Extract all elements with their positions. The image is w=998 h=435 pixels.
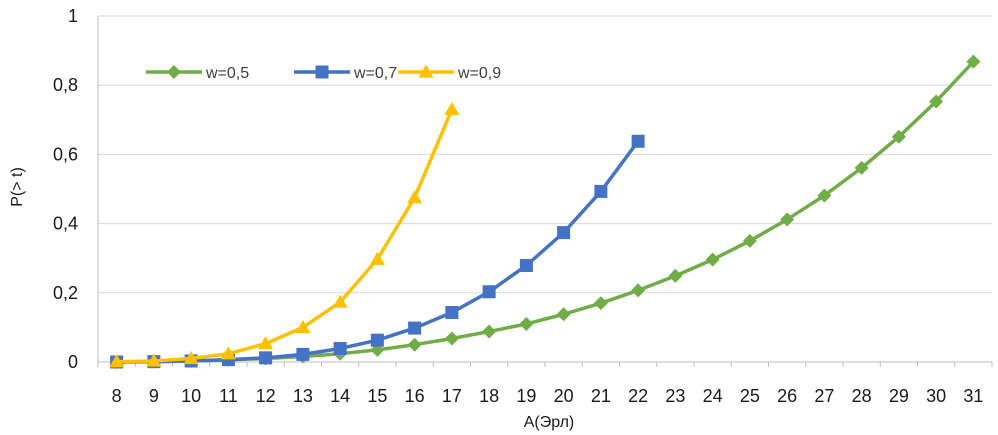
series-1: [109, 54, 981, 369]
data-point: [556, 307, 571, 322]
x-tick-label: 11: [219, 386, 238, 406]
x-tick-label: 22: [628, 386, 648, 406]
data-point: [258, 336, 274, 350]
y-tick-label: 0,4: [53, 214, 78, 234]
legend-item: w=0,5: [146, 65, 249, 82]
data-point: [445, 306, 459, 320]
legend-label: w=0,5: [205, 65, 249, 82]
series-line: [116, 140, 640, 364]
series-group: [109, 54, 981, 369]
series-line: [116, 108, 454, 364]
data-point: [482, 285, 496, 299]
legend-item: w=0,7: [294, 65, 397, 82]
gridlines: [98, 15, 992, 294]
data-point: [408, 321, 422, 335]
data-point: [369, 251, 385, 265]
data-point: [333, 342, 347, 356]
data-point: [742, 233, 757, 248]
x-tick-label: 28: [852, 386, 872, 406]
x-tick-label: 23: [665, 386, 685, 406]
data-point: [146, 353, 162, 367]
x-tick-label: 31: [963, 386, 983, 406]
data-point: [817, 188, 832, 203]
x-tick-label: 17: [442, 386, 462, 406]
data-point: [183, 351, 199, 365]
x-tick-labels: 8 9 10 11 12 13 14 15 16 17 18 19 20 21 22 23 24 25 26 27 28…: [112, 386, 984, 406]
x-tick-label: 15: [367, 386, 387, 406]
data-point: [444, 331, 459, 346]
data-point: [519, 258, 533, 272]
data-point: [668, 268, 683, 283]
data-point: [296, 347, 310, 361]
x-tick-label: 8: [112, 386, 122, 406]
y-tick-label: 0,6: [53, 144, 78, 164]
x-tick-label: 9: [149, 386, 159, 406]
x-tick-label: 13: [293, 386, 313, 406]
legend-marker: [167, 65, 181, 79]
data-point: [220, 346, 236, 360]
data-point: [407, 190, 423, 204]
x-tick-label: 30: [926, 386, 946, 406]
x-tick-label: 21: [591, 386, 611, 406]
y-tick-label: 0,8: [53, 75, 78, 95]
data-point: [519, 316, 534, 331]
legend-marker: [418, 64, 434, 78]
x-tick-label: 18: [479, 386, 499, 406]
x-tick-label: 12: [256, 386, 276, 406]
legend-marker: [315, 65, 329, 79]
data-point: [780, 212, 795, 227]
y-axis-title: P(> t): [9, 167, 26, 207]
data-point: [631, 283, 646, 298]
x-tick-label: 25: [740, 386, 760, 406]
data-point: [407, 337, 422, 352]
x-tick-label: 24: [703, 386, 723, 406]
x-axis-title: A(Эрл): [524, 414, 575, 431]
data-point: [966, 54, 981, 69]
legend-label: w=0,9: [457, 65, 501, 82]
axes: [97, 16, 993, 367]
data-point: [482, 324, 497, 339]
data-point: [705, 252, 720, 267]
x-tick-label: 10: [181, 386, 201, 406]
data-point: [332, 294, 348, 308]
data-point: [594, 184, 608, 198]
x-tick-label: 16: [405, 386, 425, 406]
data-point: [295, 319, 311, 334]
y-tick-labels: 0 0,2 0,4 0,6 0,8 1: [53, 6, 78, 372]
y-tick-label: 0: [68, 352, 78, 372]
data-point: [854, 160, 869, 175]
y-tick-label: 1: [68, 6, 78, 26]
data-point: [557, 226, 571, 240]
x-tick-label: 29: [889, 386, 909, 406]
legend: w=0,5 w=0,7 w=0,9: [146, 64, 501, 82]
data-point: [631, 134, 645, 148]
data-point: [259, 351, 273, 365]
data-point: [891, 129, 906, 144]
x-tick-label: 27: [814, 386, 834, 406]
legend-label: w=0,7: [353, 65, 397, 82]
legend-item: w=0,9: [398, 64, 501, 82]
series-line: [116, 60, 975, 364]
data-point: [593, 296, 608, 311]
series-2: [110, 134, 645, 369]
y-tick-label: 0,2: [53, 283, 78, 303]
data-point: [109, 354, 125, 368]
x-tick-label: 20: [554, 386, 574, 406]
x-tick-label: 14: [330, 386, 350, 406]
x-tick-label: 26: [777, 386, 797, 406]
x-tick-label: 19: [516, 386, 536, 406]
data-point: [370, 333, 384, 347]
series-3: [109, 101, 460, 368]
data-point: [929, 94, 944, 109]
data-point: [444, 101, 460, 116]
